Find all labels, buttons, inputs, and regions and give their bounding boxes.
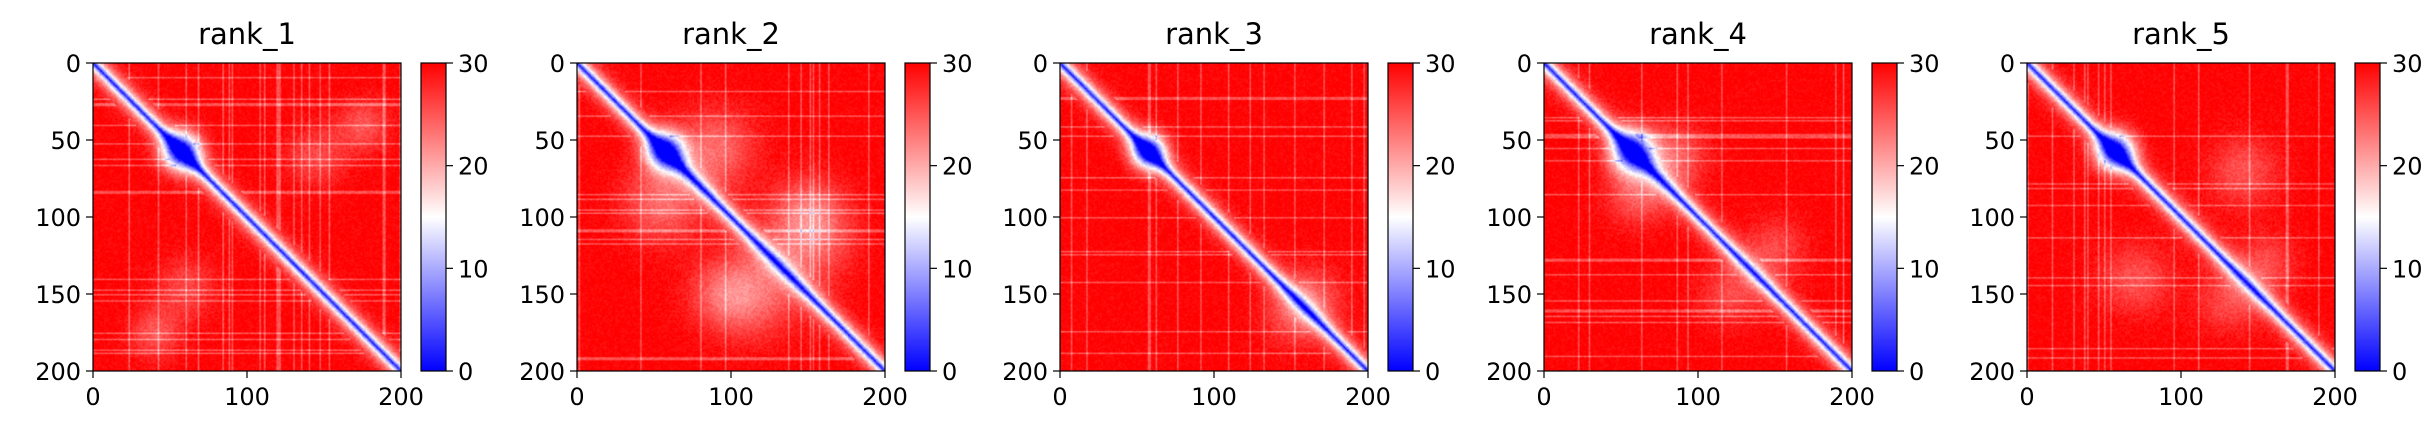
- colorbar-tick-label: 0: [2392, 358, 2407, 386]
- colorbar-tick-label: 0: [942, 358, 957, 386]
- panel-title: rank_5: [2132, 17, 2230, 51]
- heatmap-image: [577, 63, 885, 371]
- heatmap-image: [2027, 63, 2335, 371]
- colorbar-tick-label: 30: [1425, 50, 1456, 78]
- panel-title: rank_3: [1165, 17, 1263, 51]
- y-tick-label: 100: [35, 204, 81, 232]
- colorbar-tick-label: 10: [458, 255, 489, 283]
- x-tick-label: 200: [1345, 383, 1391, 411]
- colorbar-tick-label: 20: [2392, 153, 2423, 181]
- heatmap-image: [1544, 63, 1852, 371]
- colorbar: [1871, 62, 1898, 372]
- x-tick-label: 100: [708, 383, 754, 411]
- y-tick-label: 50: [534, 127, 565, 155]
- colorbar-tick-label: 20: [1909, 153, 1940, 181]
- colorbar-tick-label: 30: [942, 50, 973, 78]
- y-tick-label: 100: [1969, 204, 2015, 232]
- y-tick-label: 150: [1002, 281, 1048, 309]
- y-tick-label: 50: [1501, 127, 1532, 155]
- y-tick-label: 200: [35, 358, 81, 386]
- x-tick-label: 100: [2158, 383, 2204, 411]
- colorbar-tick-label: 0: [1909, 358, 1924, 386]
- x-tick-label: 100: [1191, 383, 1237, 411]
- colorbar-tick-label: 0: [1425, 358, 1440, 386]
- x-tick-label: 200: [2312, 383, 2358, 411]
- colorbar-tick-label: 10: [1425, 255, 1456, 283]
- colorbar-tick-label: 10: [2392, 255, 2423, 283]
- x-tick-label: 0: [569, 383, 584, 411]
- colorbar: [904, 62, 931, 372]
- y-tick-label: 0: [1033, 50, 1048, 78]
- colorbar-tick-label: 0: [458, 358, 473, 386]
- y-tick-label: 0: [66, 50, 81, 78]
- colorbar-tick-label: 10: [942, 255, 973, 283]
- y-tick-label: 150: [1969, 281, 2015, 309]
- colorbar-tick-label: 30: [1909, 50, 1940, 78]
- x-tick-label: 0: [1052, 383, 1067, 411]
- y-tick-label: 0: [550, 50, 565, 78]
- y-tick-label: 200: [519, 358, 565, 386]
- colorbar-tick-label: 20: [458, 153, 489, 181]
- panel-title: rank_1: [198, 17, 296, 51]
- y-tick-label: 0: [2000, 50, 2015, 78]
- x-tick-label: 200: [862, 383, 908, 411]
- y-tick-label: 0: [1517, 50, 1532, 78]
- colorbar-tick-label: 20: [1425, 153, 1456, 181]
- y-tick-label: 150: [519, 281, 565, 309]
- panel-title: rank_2: [682, 17, 780, 51]
- y-tick-label: 100: [1486, 204, 1532, 232]
- y-tick-label: 100: [519, 204, 565, 232]
- x-tick-label: 100: [224, 383, 270, 411]
- y-tick-label: 200: [1486, 358, 1532, 386]
- colorbar-tick-label: 10: [1909, 255, 1940, 283]
- y-tick-label: 50: [1984, 127, 2015, 155]
- y-tick-label: 200: [1969, 358, 2015, 386]
- colorbar: [420, 62, 447, 372]
- y-tick-label: 50: [50, 127, 81, 155]
- x-tick-label: 0: [2019, 383, 2034, 411]
- colorbar-tick-label: 30: [458, 50, 489, 78]
- colorbar: [1387, 62, 1414, 372]
- colorbar-tick-label: 20: [942, 153, 973, 181]
- heatmap-image: [93, 63, 401, 371]
- x-tick-label: 100: [1675, 383, 1721, 411]
- y-tick-label: 150: [1486, 281, 1532, 309]
- colorbar-tick-label: 30: [2392, 50, 2423, 78]
- y-tick-label: 50: [1017, 127, 1048, 155]
- x-tick-label: 0: [1536, 383, 1551, 411]
- heatmap-image: [1060, 63, 1368, 371]
- x-tick-label: 200: [378, 383, 424, 411]
- y-tick-label: 100: [1002, 204, 1048, 232]
- colorbar: [2354, 62, 2381, 372]
- panel-title: rank_4: [1649, 17, 1747, 51]
- x-tick-label: 200: [1829, 383, 1875, 411]
- y-tick-label: 200: [1002, 358, 1048, 386]
- x-tick-label: 0: [85, 383, 100, 411]
- y-tick-label: 150: [35, 281, 81, 309]
